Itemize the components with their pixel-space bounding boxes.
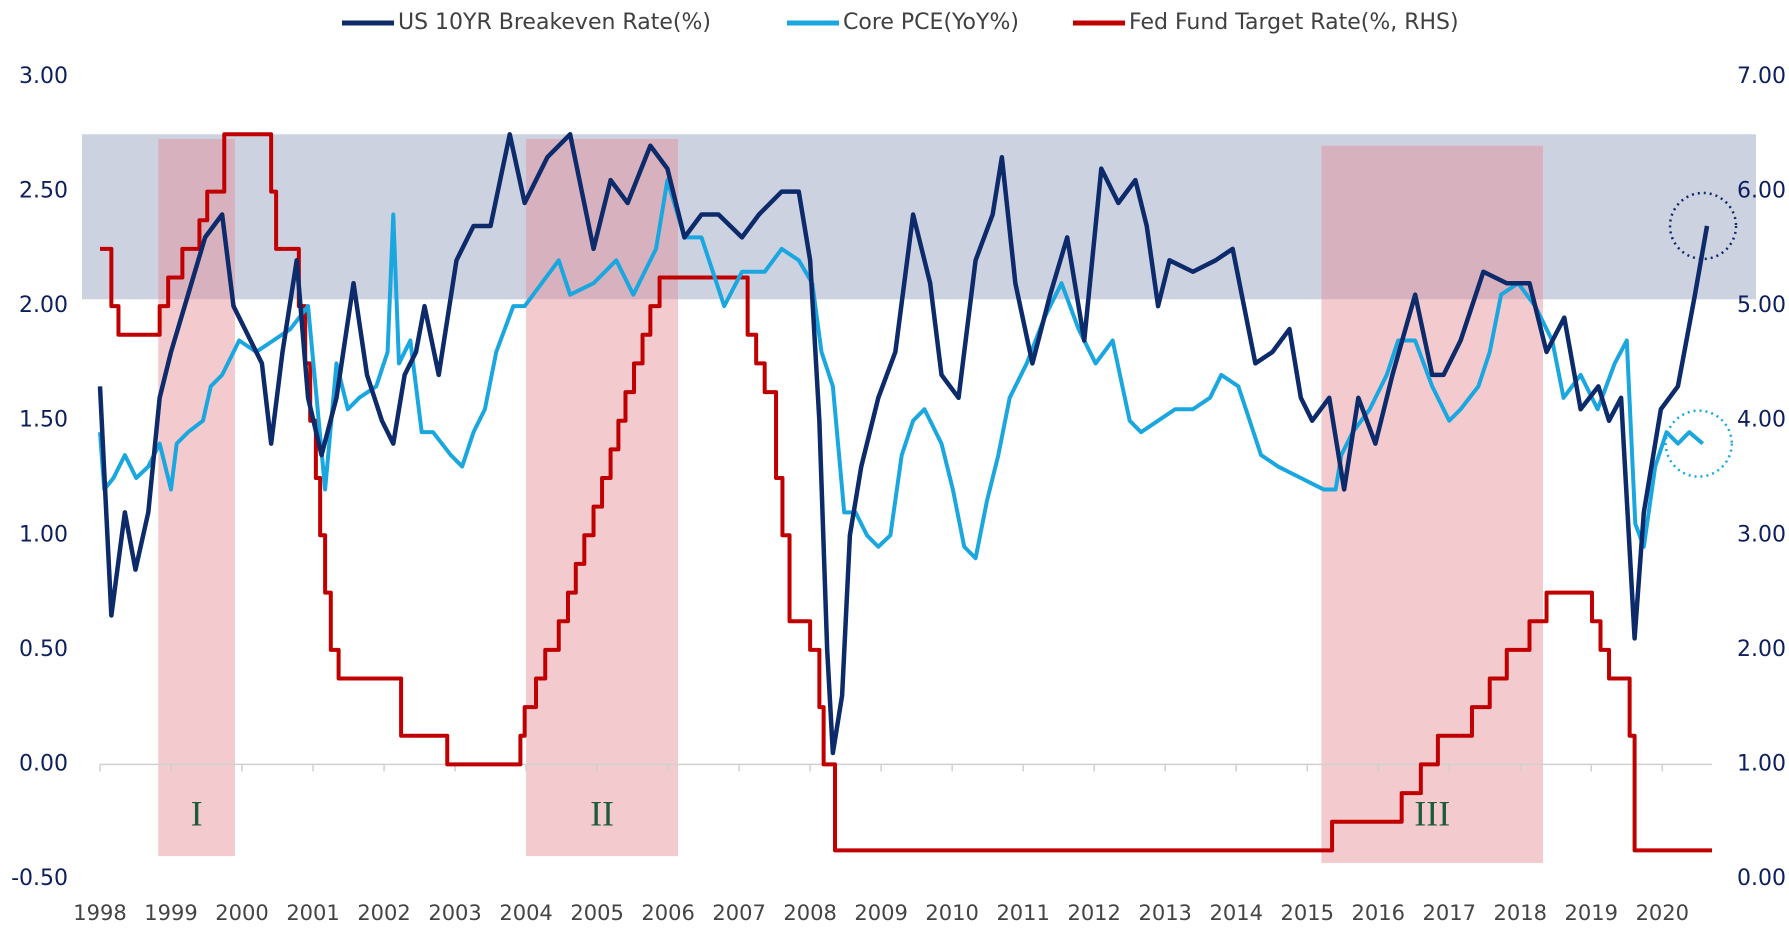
y-tick-label: 1.50 xyxy=(19,408,68,433)
y2-tick-label: 7.00 xyxy=(1737,64,1786,89)
x-tick-label: 2017 xyxy=(1423,901,1476,925)
x-tick-label: 2001 xyxy=(286,901,339,925)
x-tick-label: 2009 xyxy=(854,901,907,925)
y2-tick-label: 0.00 xyxy=(1737,866,1786,891)
x-tick-label: 2020 xyxy=(1636,901,1689,925)
y2-tick-label: 3.00 xyxy=(1737,522,1786,547)
target-band xyxy=(82,134,1756,300)
x-tick-label: 2010 xyxy=(925,901,978,925)
x-tick-label: 2002 xyxy=(357,901,410,925)
y-tick-label: 2.00 xyxy=(19,293,68,318)
x-tick-label: 2016 xyxy=(1352,901,1405,925)
x-tick-label: 1998 xyxy=(73,901,126,925)
y-tick-label: 1.00 xyxy=(19,522,68,547)
period-label: I xyxy=(191,793,203,833)
series-line xyxy=(97,132,1710,756)
x-tick-label: 2000 xyxy=(215,901,268,925)
period-label: II xyxy=(590,793,614,833)
x-tick-label: 1999 xyxy=(144,901,197,925)
highlight-circle xyxy=(1668,191,1738,261)
y-tick-label: 0.50 xyxy=(19,637,68,662)
x-tick-label: 2019 xyxy=(1565,901,1618,925)
legend-label: US 10YR Breakeven Rate(%) xyxy=(398,10,711,35)
legend-label: Fed Fund Target Rate(%, RHS) xyxy=(1129,10,1459,35)
x-tick-label: 2015 xyxy=(1280,901,1333,925)
x-tick-label: 2018 xyxy=(1494,901,1547,925)
x-tick-label: 2004 xyxy=(499,901,552,925)
x-tick-label: 2014 xyxy=(1209,901,1262,925)
y-tick-label: 3.00 xyxy=(19,64,68,89)
y-tick-label: 2.50 xyxy=(19,179,68,204)
x-tick-label: 2003 xyxy=(428,901,481,925)
x-tick-label: 2005 xyxy=(570,901,623,925)
x-tick-label: 2013 xyxy=(1138,901,1191,925)
period-band xyxy=(1321,145,1543,863)
x-tick-label: 2006 xyxy=(641,901,694,925)
highlight-circle xyxy=(1664,409,1734,478)
x-tick-label: 2011 xyxy=(996,901,1049,925)
y2-tick-label: 4.00 xyxy=(1737,408,1786,433)
x-tick-label: 2008 xyxy=(783,901,836,925)
y2-tick-label: 6.00 xyxy=(1737,179,1786,204)
series-line xyxy=(100,132,1712,853)
y2-tick-label: 1.00 xyxy=(1737,751,1786,776)
period-band xyxy=(158,138,235,857)
y2-tick-label: 2.00 xyxy=(1737,637,1786,662)
y-tick-label: -0.50 xyxy=(11,866,68,891)
x-tick-label: 2012 xyxy=(1067,901,1120,925)
y2-tick-label: 5.00 xyxy=(1737,293,1786,318)
x-tick-label: 2007 xyxy=(712,901,765,925)
period-label: III xyxy=(1414,793,1450,833)
legend-label: Core PCE(YoY%) xyxy=(843,10,1019,35)
y-tick-label: 0.00 xyxy=(19,751,68,776)
